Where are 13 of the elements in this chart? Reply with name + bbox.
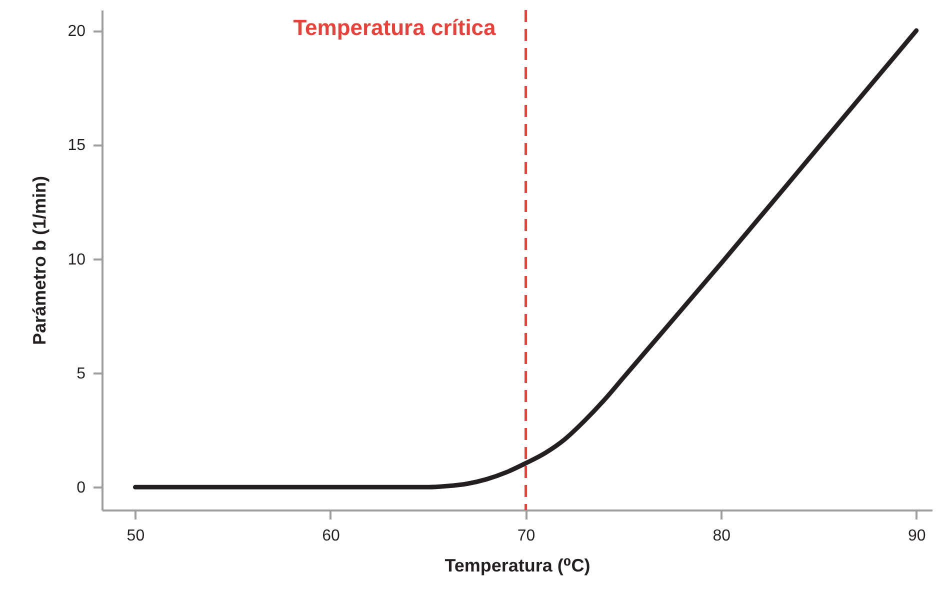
- ref-line-label: Temperatura crítica: [293, 15, 497, 40]
- x-tick-label: 80: [712, 528, 731, 544]
- x-tick-label: 50: [126, 528, 145, 544]
- y-axis-title: Parámetro b (1/min): [30, 176, 50, 346]
- x-tick-label: 70: [517, 528, 536, 544]
- x-tick-label: 60: [322, 528, 340, 544]
- y-tick-label: 20: [68, 23, 86, 40]
- y-tick-label: 0: [76, 480, 86, 497]
- y-tick-label: 15: [68, 137, 86, 154]
- x-tick-label: 90: [908, 528, 926, 544]
- y-tick-label: 5: [76, 366, 86, 383]
- y-tick-label: 10: [68, 251, 86, 268]
- x-axis-title: Temperatura (⁰C): [444, 556, 590, 576]
